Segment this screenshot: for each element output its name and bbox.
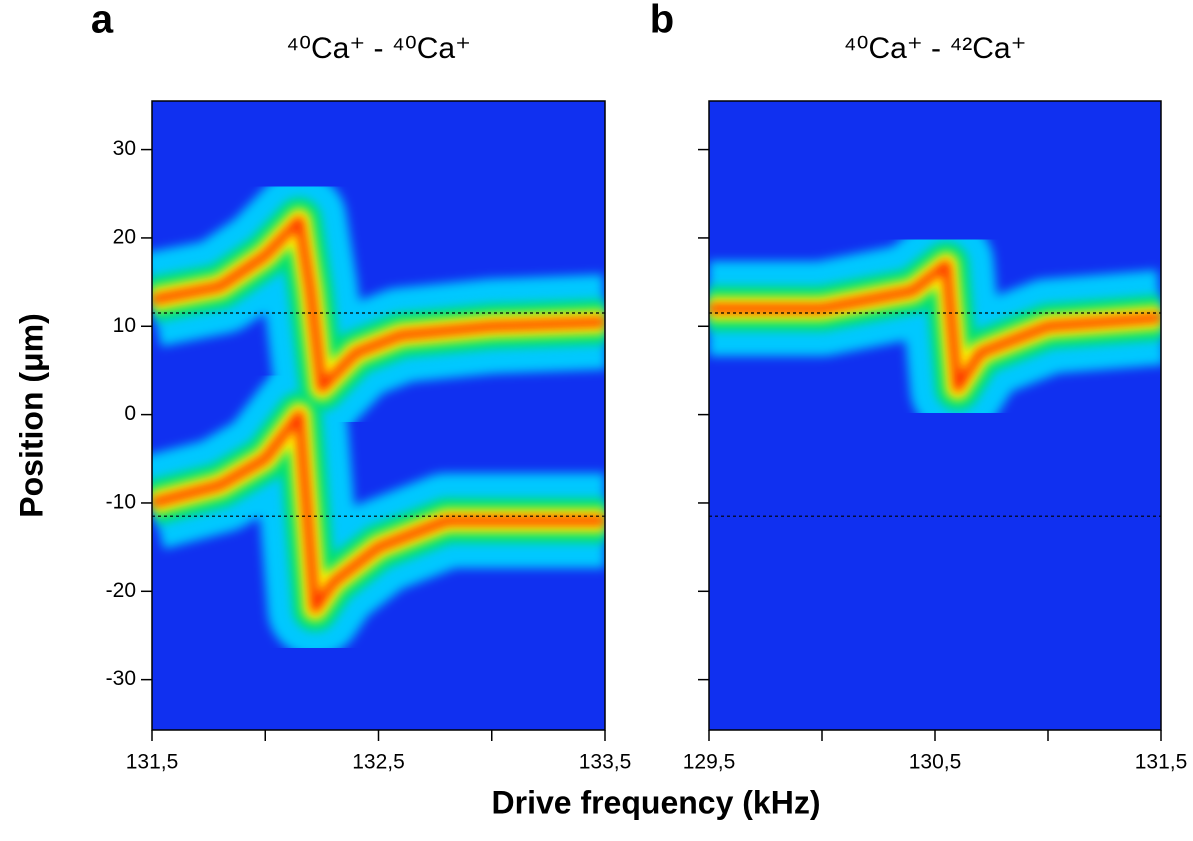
panel-title: ⁴⁰Ca⁺ - ⁴⁰Ca⁺ (286, 32, 471, 65)
x-tick-label: 129,5 (683, 751, 736, 774)
x-tick-label: 133,5 (579, 751, 632, 774)
ridge-band (152, 410, 605, 614)
y-tick-label: 10 (113, 314, 136, 337)
panel-label: b (650, 0, 674, 42)
ridge-band (152, 215, 605, 393)
heatmap (709, 216, 1161, 436)
x-tick-label: 131,5 (126, 751, 179, 774)
y-tick-label: 20 (113, 225, 136, 248)
ridge-band (709, 259, 1161, 393)
y-axis-label: Position (μm) (13, 313, 49, 517)
x-tick-label: 131,5 (1135, 751, 1188, 774)
y-tick-label: -30 (106, 667, 136, 690)
plot-background (152, 101, 605, 730)
y-tick-label: 30 (113, 137, 136, 160)
y-tick-label: 0 (124, 402, 136, 425)
panel-title: ⁴⁰Ca⁺ - ⁴²Ca⁺ (844, 32, 1027, 65)
x-tick-label: 130,5 (909, 751, 962, 774)
y-tick-label: -20 (106, 579, 136, 602)
panel-label: a (91, 0, 114, 42)
x-axis-label: Drive frequency (kHz) (492, 784, 821, 820)
heatmap (152, 172, 605, 657)
x-tick-label: 132,5 (352, 751, 405, 774)
y-tick-label: -10 (106, 491, 136, 514)
